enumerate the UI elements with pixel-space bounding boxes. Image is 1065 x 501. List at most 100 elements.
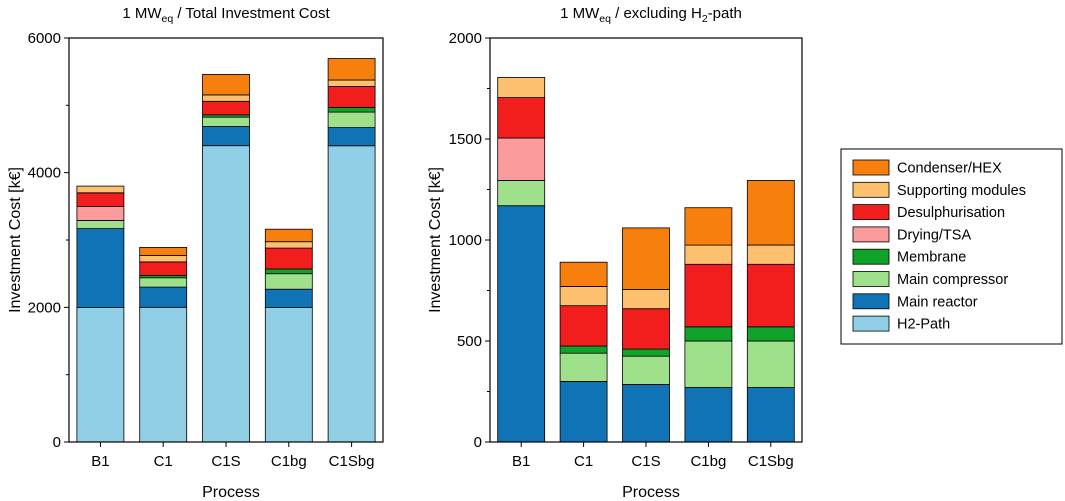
bar-right-c1-membrane [559,345,608,354]
legend-swatch-main-reactor [852,293,890,310]
chart-left-plot-area: B1 C1 C1S C1bg C1Sbg 0 2000 4000 6000 [28,30,384,470]
legend-swatch-supporting-modules [852,181,890,198]
y-tick-label-left-4000: 4000 [28,165,61,182]
bar-left-c1sbg-condenser-hex [327,58,376,81]
bar-left-c1sbg-h2-path [327,145,376,443]
bar-right-c1bg-membrane [684,326,733,342]
y-tick-label-right-500: 500 [457,333,482,350]
legend-frame [840,148,1063,345]
bar-right-c1-main-compressor [559,352,608,382]
bar-left-c1s-h2-path [202,145,250,443]
bar-left-c1bg-main-reactor [264,288,313,308]
bar-right-c1bg-main-reactor [684,387,733,443]
bar-left-c1s-desulphurisation [202,100,250,116]
bar-left-b1-h2-path [76,306,125,443]
bar-left-c1-condenser-hex [139,246,188,256]
bar-right-c1bg-condenser-hex [684,207,733,246]
y-tick-label-right-1000: 1000 [449,232,482,249]
bar-right-c1s-membrane [622,348,670,357]
bar-left-c1-h2-path [139,306,188,443]
bar-right-b1-desulphurisation [497,97,546,139]
x-tick-label-right-b1: B1 [512,453,530,470]
bar-left-c1bg-supporting-modules [264,241,313,249]
bar-left-c1sbg-membrane [327,107,376,113]
chart-right-title: 1 MWeq / excluding H2-path [560,5,742,25]
x-tick-label-right-c1: C1 [574,453,593,470]
legend-label-main-compressor: Main compressor [897,272,1008,288]
bar-left-c1sbg-main-compressor [327,111,376,128]
bar-right-b1-drying-tsa [497,137,546,181]
bar-right-c1sbg-main-reactor [746,387,795,443]
bar-left-c1bg-condenser-hex [264,228,313,243]
bar-left-c1-main-reactor [139,286,188,308]
bar-right-c1-supporting-modules [559,286,608,307]
x-tick-label-left-c1bg: C1bg [271,453,307,470]
bar-left-c1-supporting-modules [139,255,188,263]
legend-swatch-desulphurisation [852,204,890,221]
bar-right-c1sbg-membrane [746,326,795,342]
bar-left-c1s-condenser-hex [202,74,250,96]
bar-right-c1bg-desulphurisation [684,263,733,328]
chart-left-y-axis-label: Investment Cost [k€] [7,167,24,313]
legend-swatch-main-compressor [852,271,890,287]
bar-right-c1s-desulphurisation [622,308,670,350]
bar-left-b1-supporting-modules [76,185,125,194]
x-tick-label-right-c1s: C1S [631,453,660,470]
x-tick-label-left-b1: B1 [91,453,109,470]
legend-label-desulphurisation: Desulphurisation [897,205,1005,221]
bar-right-b1-main-reactor [497,205,546,443]
legend-swatch-h2-path [852,315,890,332]
chart-left-x-axis-label: Process [202,484,260,501]
bar-right-c1sbg-supporting-modules [746,244,795,265]
chart-excluding-h2-path: 1 MWeq / excluding H2-path Investment Co… [427,5,803,501]
bar-right-c1s-condenser-hex [622,227,670,290]
bar-left-b1-desulphurisation [76,192,125,207]
bar-right-c1-condenser-hex [559,261,608,287]
bar-right-c1bg-main-compressor [684,340,733,388]
bar-left-c1bg-main-compressor [264,273,313,290]
bar-right-c1-main-reactor [559,380,608,443]
x-tick-label-left-c1s: C1S [211,453,240,470]
bar-right-c1sbg-desulphurisation [746,263,795,328]
x-tick-label-right-c1sbg: C1Sbg [748,453,794,470]
y-tick-label-left-0: 0 [53,434,61,451]
bar-right-c1bg-supporting-modules [684,244,733,265]
legend-label-main-reactor: Main reactor [897,294,978,310]
chart-total-investment: 1 MWeq / Total Investment Cost Investmen… [7,5,384,501]
y-tick-label-left-6000: 6000 [28,30,61,47]
bar-left-c1sbg-desulphurisation [327,86,376,108]
legend-label-condenser-hex: Condenser/HEX [897,161,1002,177]
bar-right-c1s-supporting-modules [622,289,670,310]
bar-right-c1s-main-compressor [622,355,670,385]
bar-right-c1sbg-condenser-hex [746,179,795,246]
bar-left-c1bg-desulphurisation [264,247,313,270]
y-tick-label-right-0: 0 [474,434,482,451]
bar-left-c1s-main-compressor [202,116,250,127]
legend-swatch-drying-tsa [852,226,890,243]
y-tick-label-left-2000: 2000 [28,299,61,316]
bar-right-b1-supporting-modules [497,77,546,99]
bar-left-c1s-main-reactor [202,126,250,147]
chart-right-plot-area: B1 C1 C1S C1bg C1Sbg 0 500 1000 1500 2000 [449,30,803,470]
bar-right-c1-desulphurisation [559,305,608,347]
bar-left-c1bg-h2-path [264,306,313,443]
bar-left-c1-desulphurisation [139,261,188,276]
x-tick-label-left-c1sbg: C1Sbg [329,453,375,470]
legend-label-drying-tsa: Drying/TSA [897,227,971,243]
legend-swatch-condenser-hex [852,159,890,176]
y-tick-label-right-2000: 2000 [449,30,482,47]
bar-right-c1sbg-main-compressor [746,340,795,388]
x-tick-label-left-c1: C1 [154,453,173,470]
bar-left-c1bg-membrane [264,268,313,275]
bar-left-b1-main-compressor [76,220,125,230]
y-tick-label-right-1500: 1500 [449,131,482,148]
legend: Condenser/HEX Supporting modules Desulphur… [840,148,1063,345]
legend-label-supporting-modules: Supporting modules [897,183,1026,199]
chart-left-title: 1 MWeq / Total Investment Cost [122,5,330,25]
x-tick-label-right-c1bg: C1bg [690,453,726,470]
legend-label-membrane: Membrane [897,250,966,266]
bar-left-c1-main-compressor [139,277,188,288]
bar-right-b1-main-compressor [497,179,546,207]
bar-left-b1-main-reactor [76,228,125,308]
